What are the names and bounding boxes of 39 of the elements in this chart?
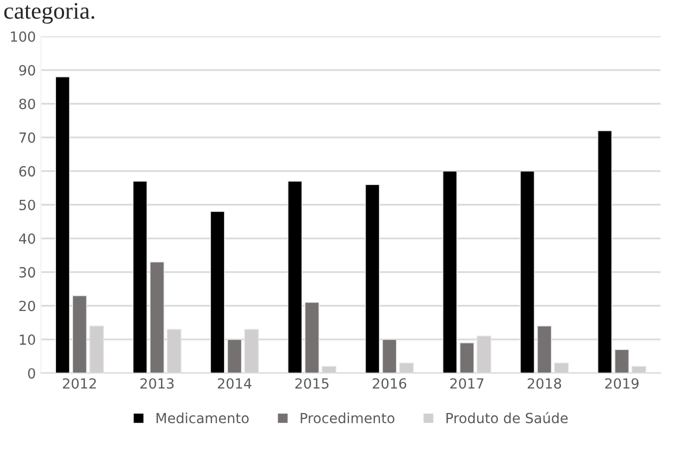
bar [150, 262, 164, 374]
bar [132, 180, 148, 374]
y-tick-label: 100 [11, 31, 36, 42]
y-tick-label: 10 [20, 334, 36, 345]
bar [460, 342, 474, 374]
bar [536, 326, 552, 374]
bar [304, 302, 320, 374]
bar [442, 170, 458, 374]
bar [365, 184, 380, 374]
bar [55, 76, 70, 374]
bar [614, 349, 630, 374]
x-tick-label: 2015 [295, 378, 328, 389]
text: categoria. [4, 2, 94, 24]
x-tick-label: 2013 [140, 378, 174, 389]
x-tick-label: 2012 [62, 378, 96, 389]
y-tick-label: 50 [19, 200, 36, 210]
y-tick-label: 0 [28, 368, 36, 379]
bar [227, 339, 242, 374]
x-tick-label: 2016 [372, 378, 406, 389]
y-tick-label: 20 [19, 300, 36, 312]
y-tick-label: 40 [19, 233, 36, 244]
bar [210, 211, 225, 374]
bar [597, 130, 612, 374]
x-tick-label: 2017 [450, 378, 484, 389]
legend-label: Procedimento [300, 412, 394, 424]
y-tick-label: 60 [19, 166, 36, 177]
y-tick-label: 70 [19, 132, 36, 143]
x-tick-label: 2018 [528, 378, 562, 389]
bar [288, 180, 302, 374]
bar [520, 170, 535, 374]
y-tick-label: 80 [19, 98, 36, 110]
legend-label: Medicamento [156, 412, 249, 424]
legend-label: Produto de Saúde [446, 412, 568, 424]
bar [382, 339, 397, 374]
bar [72, 295, 87, 374]
x-tick-label: 2014 [218, 378, 252, 389]
y-tick-label: 30 [19, 267, 36, 278]
x-tick-label: 2019 [605, 378, 639, 389]
y-tick-label: 90 [19, 65, 36, 76]
